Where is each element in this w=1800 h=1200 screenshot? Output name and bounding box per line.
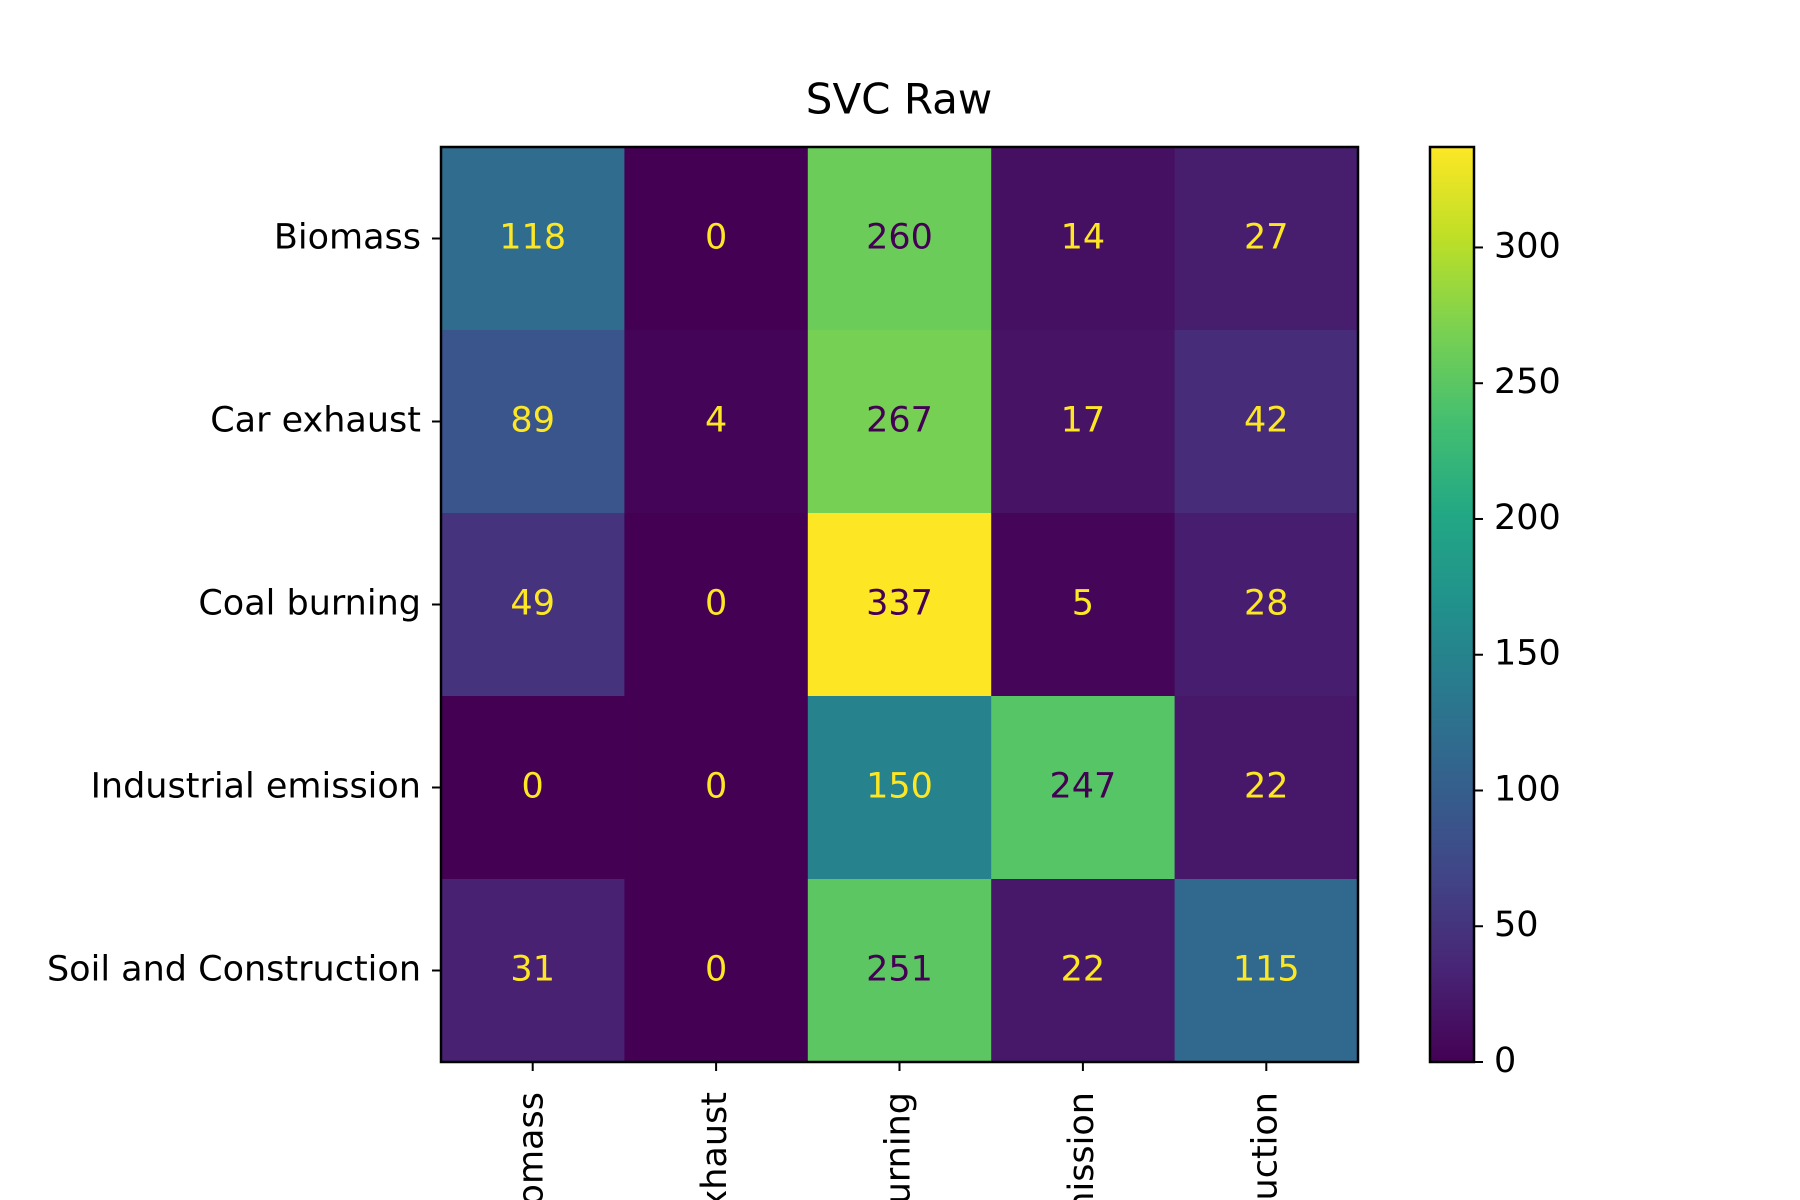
cell-value-label: 115 <box>1233 950 1300 990</box>
colorbar <box>1428 145 1476 1064</box>
cell-value-label: 22 <box>1244 767 1289 807</box>
heatmap-cell <box>1174 696 1359 880</box>
cell-value-label: 17 <box>1061 401 1106 441</box>
heatmap-cell <box>1174 513 1359 697</box>
cell-value-label: 247 <box>1049 767 1116 807</box>
y-tick-label: Industrial emission <box>91 767 421 807</box>
cell-value-label: 5 <box>1072 584 1094 624</box>
x-tick-label: Soil and Construction <box>1245 1092 1285 1200</box>
cell-value-label: 31 <box>510 950 555 990</box>
y-tick-label: Car exhaust <box>210 401 421 441</box>
heatmap-cell <box>991 879 1176 1063</box>
heatmap-cell <box>441 147 625 331</box>
heatmap-cell <box>807 330 992 514</box>
cell-value-label: 0 <box>705 950 727 990</box>
heatmap-cell <box>991 513 1176 697</box>
heatmap-cell <box>441 330 625 514</box>
heatmap-cell <box>1174 879 1359 1063</box>
cell-value-label: 89 <box>510 401 555 441</box>
colorbar-tick-label: 50 <box>1494 905 1539 945</box>
heatmap-cell <box>991 696 1176 880</box>
cell-value-label: 0 <box>705 218 727 258</box>
colorbar-tick-label: 150 <box>1494 634 1561 674</box>
heatmap-cell <box>624 879 809 1063</box>
cell-value-label: 27 <box>1244 218 1289 258</box>
colorbar-tick-label: 0 <box>1494 1041 1516 1081</box>
heatmap-cell <box>441 879 625 1063</box>
y-tick-label: Biomass <box>274 218 421 258</box>
cell-value-label: 14 <box>1061 218 1106 258</box>
chart-title: SVC Raw <box>806 75 992 124</box>
heatmap-cell <box>624 513 809 697</box>
heatmap-cell <box>624 147 809 331</box>
heatmap-cell <box>807 513 992 697</box>
colorbar-tick-label: 300 <box>1494 226 1561 266</box>
cell-value-label: 28 <box>1244 584 1289 624</box>
cell-value-label: 337 <box>866 584 933 624</box>
colorbar-tick-label: 100 <box>1494 769 1561 809</box>
cell-value-label: 0 <box>705 584 727 624</box>
x-tick-label: Coal burning <box>879 1092 919 1200</box>
heatmap-cell <box>807 879 992 1063</box>
heatmap-cell <box>1174 330 1359 514</box>
cell-value-label: 0 <box>522 767 544 807</box>
heatmap-cell <box>807 696 992 880</box>
x-tick-label: Biomass <box>512 1092 552 1200</box>
cell-value-label: 267 <box>866 401 933 441</box>
heatmap-cell <box>624 330 809 514</box>
heatmap-cell <box>441 696 625 880</box>
colorbar-tick-label: 250 <box>1494 362 1561 402</box>
heatmap-cell <box>1174 147 1359 331</box>
cell-value-label: 260 <box>866 218 933 258</box>
cell-value-label: 251 <box>866 950 933 990</box>
heatmap-cell <box>624 696 809 880</box>
heatmap-cell <box>807 147 992 331</box>
heatmap-cell <box>441 513 625 697</box>
cell-value-label: 49 <box>510 584 555 624</box>
cell-value-label: 4 <box>705 401 727 441</box>
cell-value-label: 0 <box>705 767 727 807</box>
x-tick-label: Industrial emission <box>1062 1092 1102 1200</box>
cell-value-label: 118 <box>499 218 566 258</box>
y-tick-label: Coal burning <box>198 584 421 624</box>
heatmap-cell <box>991 330 1176 514</box>
cell-value-label: 150 <box>866 767 933 807</box>
heatmap-cell <box>991 147 1176 331</box>
cell-value-label: 42 <box>1244 401 1289 441</box>
y-tick-label: Soil and Construction <box>47 950 421 990</box>
cell-value-label: 22 <box>1061 950 1106 990</box>
colorbar-tick-label: 200 <box>1494 498 1561 538</box>
x-tick-label: Car exhaust <box>695 1092 735 1200</box>
